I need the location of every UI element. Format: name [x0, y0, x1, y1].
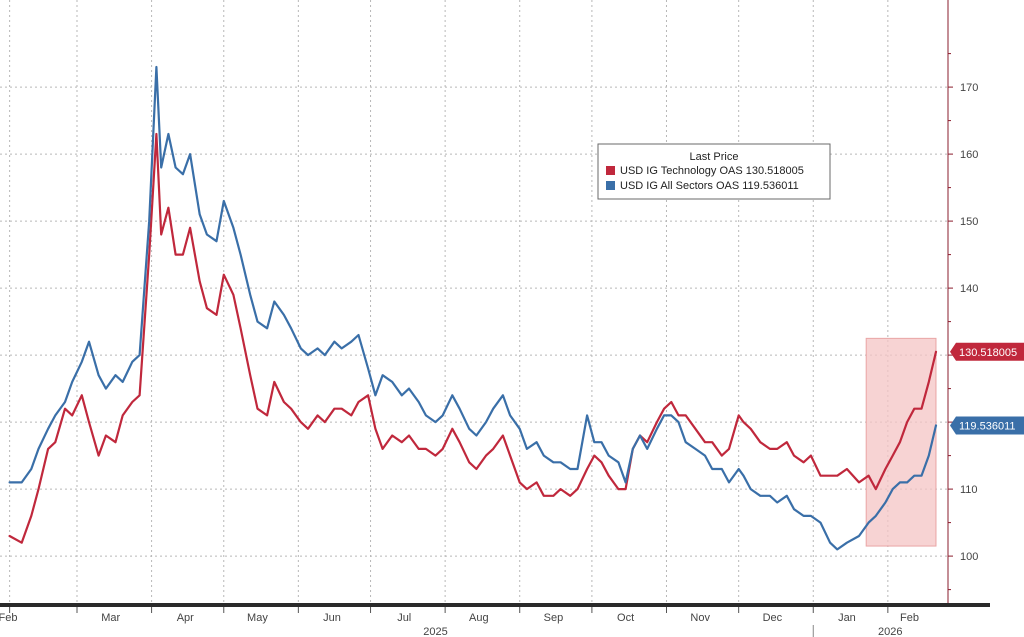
x-month-label: Apr [177, 612, 194, 624]
series-line-technology [8, 132, 938, 544]
series-line-all-sectors [8, 65, 938, 551]
x-month-label: Dec [763, 612, 783, 624]
legend-box [597, 143, 831, 200]
last-value-tag-label: 130.518005 [959, 347, 1017, 359]
axes: 100110120130140150160170FebMarAprMayJunJ… [0, 0, 990, 637]
x-month-label: Aug [469, 612, 489, 624]
y-tick-label: 150 [960, 216, 978, 228]
y-tick-label: 160 [960, 149, 978, 161]
legend-swatch [606, 181, 615, 190]
last-value-tag-technology: 130.518005 [950, 342, 1024, 361]
y-tick-label: 140 [960, 283, 978, 295]
grid-lines [0, 0, 948, 603]
legend-entry: USD IG All Sectors OAS 119.536011 [620, 180, 799, 192]
last-value-tag-box [950, 342, 1024, 361]
x-month-label: May [247, 612, 268, 624]
x-month-label: Nov [690, 612, 710, 624]
x-year-label: 2026 [878, 626, 902, 637]
last-value-tags: 130.518005 119.536011 [950, 342, 1024, 435]
legend: Last Price USD IG Technology OAS 130.5180… [597, 143, 831, 200]
legend-entry: USD IG Technology OAS 130.518005 [620, 165, 804, 177]
x-month-label: Sep [544, 612, 564, 624]
x-month-label: Feb [0, 612, 17, 624]
x-month-label: Feb [900, 612, 919, 624]
y-tick-label: 110 [960, 484, 978, 496]
last-value-tag-label: 119.536011 [959, 420, 1015, 432]
x-month-label: Mar [101, 612, 120, 624]
x-axis-line [0, 603, 990, 607]
series-layer [8, 65, 938, 551]
x-month-label: Jan [838, 612, 856, 624]
y-tick-label: 100 [960, 551, 978, 563]
x-month-label: Jun [323, 612, 341, 624]
legend-title: Last Price [690, 151, 739, 163]
last-value-tag-box [950, 416, 1024, 435]
y-tick-label: 170 [960, 82, 978, 94]
legend-swatch [606, 166, 615, 175]
x-month-label: Jul [397, 612, 411, 624]
last-value-tag-all-sectors: 119.536011 [950, 416, 1024, 435]
x-year-label: 2025 [423, 626, 447, 637]
x-month-label: Oct [617, 612, 634, 624]
